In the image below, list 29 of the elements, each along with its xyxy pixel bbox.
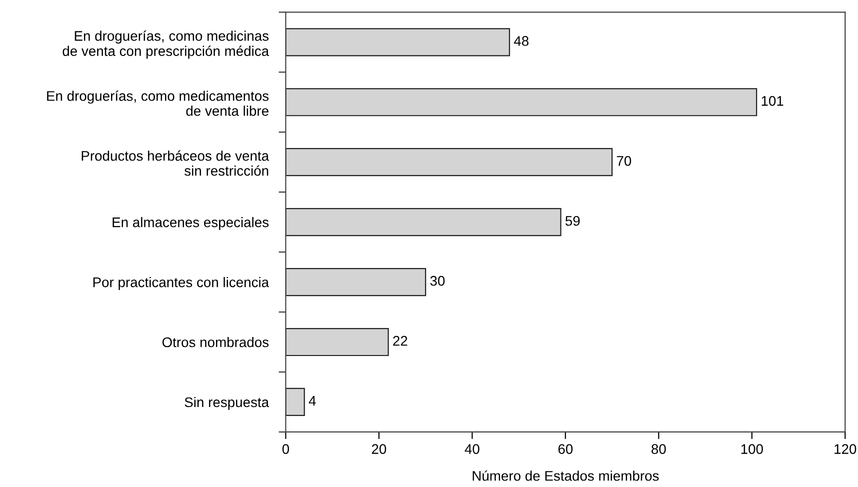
- data-label: 22: [393, 336, 408, 346]
- x-axis-title: Número de Estados miembros: [472, 470, 659, 481]
- x-tick-label: 80: [652, 444, 666, 454]
- x-tick-label: 100: [741, 444, 763, 454]
- bar: [286, 328, 389, 356]
- bar: [286, 88, 758, 116]
- y-tick-label: Sin respuesta: [184, 396, 270, 410]
- y-tick-label: Productos herbáceos de venta sin restricción: [82, 150, 270, 176]
- bar: [286, 208, 562, 236]
- x-tick-label: 0: [282, 444, 290, 454]
- bar: [286, 388, 305, 416]
- data-label: 70: [616, 156, 632, 166]
- data-label: 4: [308, 396, 316, 406]
- bar: [286, 28, 510, 56]
- bar: [286, 268, 426, 296]
- y-tick-label: Por practicantes con licencia: [93, 277, 270, 290]
- x-tick-label: 40: [464, 444, 480, 454]
- bar: [286, 148, 613, 176]
- data-label: 30: [430, 276, 445, 286]
- data-label: 59: [565, 216, 580, 226]
- x-tick-label: 60: [558, 444, 573, 454]
- y-tick-label: En droguerías, como medicinas de venta con prescripción médica: [62, 30, 270, 59]
- data-label: 101: [762, 96, 784, 106]
- data-label: 48: [514, 36, 528, 46]
- y-tick-label: Otros nombrados: [162, 336, 269, 348]
- x-tick-label: 120: [834, 444, 856, 454]
- y-tick-label: En droguerías, como medicamentos de venta libre: [47, 90, 269, 116]
- y-tick-label: En almacenes especiales: [112, 217, 269, 230]
- x-tick-label: 20: [372, 444, 386, 454]
